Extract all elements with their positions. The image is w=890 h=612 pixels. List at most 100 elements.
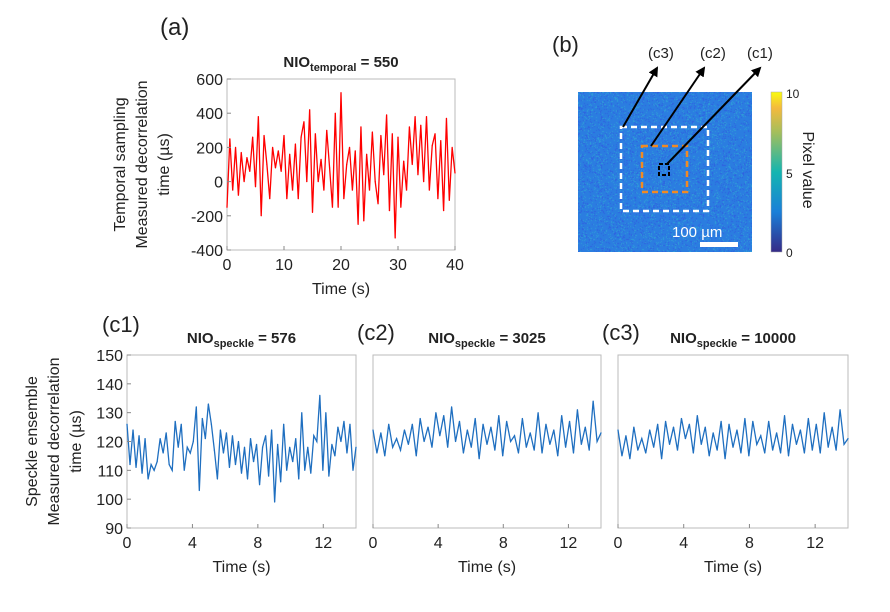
data-point (377, 203, 378, 204)
data-point (649, 429, 650, 430)
data-point (593, 401, 594, 402)
data-point (400, 450, 401, 451)
data-point (828, 447, 829, 448)
title-subscript: speckle (697, 338, 737, 350)
data-point (768, 421, 769, 422)
data-point (585, 426, 586, 427)
data-point (717, 450, 718, 451)
data-point (824, 412, 825, 413)
data-point (764, 452, 765, 453)
y-tick-label: 90 (105, 521, 123, 538)
y-axis-label: Speckle ensemble (24, 376, 41, 507)
speckle-image-panel: (c3) (c2) (c1) 100 µm 10 5 0 Pixel value (578, 45, 816, 260)
data-point (498, 415, 499, 416)
colorbar-tick-5: 5 (786, 167, 793, 181)
data-point (332, 207, 333, 208)
x-tick-label: 8 (745, 535, 754, 552)
y-tick-label: 120 (96, 435, 123, 452)
data-point (286, 198, 287, 199)
data-point (283, 424, 284, 425)
data-point (832, 426, 833, 427)
data-point (744, 418, 745, 419)
title-suffix: = 10000 (737, 330, 796, 347)
data-point (423, 181, 424, 182)
data-point (748, 455, 749, 456)
data-point (728, 424, 729, 425)
data-point (263, 135, 264, 136)
data-point (412, 164, 413, 165)
data-point (147, 478, 148, 479)
data-point (261, 215, 262, 216)
data-point (404, 429, 405, 430)
data-point (184, 470, 185, 471)
y-tick-label: -400 (191, 243, 223, 260)
chart-a: 0 10 20 30 40-400-2000200400600Time (s)NIOte… (112, 54, 464, 298)
data-point (713, 432, 714, 433)
data-point (298, 198, 299, 199)
data-point (208, 403, 209, 404)
data-point (229, 467, 230, 468)
data-point (372, 131, 373, 132)
data-point (312, 212, 313, 213)
data-point (196, 406, 197, 407)
data-point (295, 438, 296, 439)
data-point (238, 441, 239, 442)
chart-title: NIOspeckle = 10000 (670, 330, 796, 350)
data-point (211, 424, 212, 425)
data-point (320, 159, 321, 160)
title-subscript: speckle (214, 338, 254, 350)
data-point (226, 207, 227, 208)
y-tick-label: 0 (214, 175, 223, 192)
data-point (319, 395, 320, 396)
data-point (800, 429, 801, 430)
data-point (760, 435, 761, 436)
data-point (272, 147, 273, 148)
x-axis-label: Time (s) (458, 559, 516, 576)
data-point (253, 461, 254, 462)
data-point (443, 415, 444, 416)
data-point (629, 458, 630, 459)
data-point (804, 452, 805, 453)
data-point (427, 426, 428, 427)
data-point (415, 116, 416, 117)
data-point (235, 147, 236, 148)
data-point (363, 220, 364, 221)
x-tick-label: 10 (275, 257, 293, 274)
data-point (637, 450, 638, 451)
data-point (784, 415, 785, 416)
data-point (396, 438, 397, 439)
x-tick-label: 4 (679, 535, 688, 552)
data-point (258, 116, 259, 117)
data-point (126, 424, 127, 425)
data-point (340, 92, 341, 93)
y-axis-label: Measured decorrelation (134, 80, 151, 248)
data-point (298, 478, 299, 479)
data-point (740, 452, 741, 453)
x-axis-label: Time (s) (212, 559, 270, 576)
data-point (275, 167, 276, 168)
data-point (229, 138, 230, 139)
y-tick-label: 200 (196, 140, 223, 157)
data-point (432, 145, 433, 146)
data-point (232, 435, 233, 436)
data-point (514, 435, 515, 436)
x-tick-label: 4 (188, 535, 197, 552)
data-point (475, 418, 476, 419)
x-tick-label: 40 (446, 257, 464, 274)
data-point (214, 450, 215, 451)
data-point (309, 109, 310, 110)
data-point (306, 181, 307, 182)
data-point (217, 478, 218, 479)
data-point (249, 171, 250, 172)
data-point (839, 409, 840, 410)
title-suffix: = 576 (254, 330, 296, 347)
data-point (820, 452, 821, 453)
panel-label-b: (b) (552, 32, 579, 57)
y-tick-label: -200 (191, 209, 223, 226)
y-tick-label: 600 (196, 72, 223, 89)
title-main: NIO (187, 330, 214, 347)
y-axis-label: Measured decorrelation (46, 357, 63, 525)
data-point (669, 444, 670, 445)
y-tick-label: 400 (196, 106, 223, 123)
data-point (205, 438, 206, 439)
